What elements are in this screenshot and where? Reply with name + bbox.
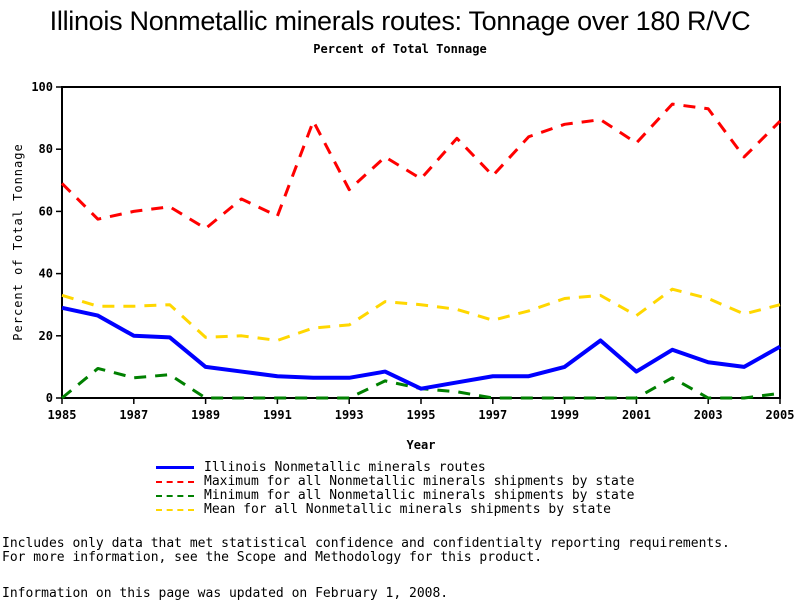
x-tick-label: 1985	[48, 408, 77, 422]
x-tick-label: 1997	[478, 408, 507, 422]
y-tick-label: 0	[46, 391, 53, 405]
series-line-2	[62, 368, 780, 398]
legend-swatch	[156, 509, 194, 511]
y-tick-label: 20	[39, 329, 53, 343]
legend-swatch	[156, 481, 194, 483]
footnote-methodology: For more information, see the Scope and …	[2, 550, 542, 565]
series-line-3	[62, 289, 780, 340]
x-axis-label: Year	[407, 438, 436, 452]
legend-swatch	[156, 466, 194, 469]
legend-item-minimum: Minimum for all Nonmetallic minerals shi…	[156, 489, 634, 503]
series-line-1	[62, 104, 780, 228]
footnote-confidence: Includes only data that met statistical …	[2, 536, 730, 551]
x-tick-label: 2005	[766, 408, 795, 422]
legend-label: Mean for all Nonmetallic minerals shipme…	[204, 502, 611, 517]
y-tick-label: 80	[39, 142, 53, 156]
x-tick-label: 1995	[407, 408, 436, 422]
x-tick-label: 1993	[335, 408, 364, 422]
legend-item-routes: Illinois Nonmetallic minerals routes	[156, 461, 486, 475]
x-tick-label: 1991	[263, 408, 292, 422]
x-tick-label: 2001	[622, 408, 651, 422]
footnote-updated: Information on this page was updated on …	[2, 586, 448, 601]
legend-label: Maximum for all Nonmetallic minerals shi…	[204, 474, 634, 489]
y-tick-label: 40	[39, 267, 53, 281]
y-tick-label: 100	[31, 80, 53, 94]
x-tick-label: 1999	[550, 408, 579, 422]
legend-label: Minimum for all Nonmetallic minerals shi…	[204, 488, 634, 503]
x-tick-label: 1989	[191, 408, 220, 422]
x-tick-label: 1987	[119, 408, 148, 422]
legend-item-maximum: Maximum for all Nonmetallic minerals shi…	[156, 475, 634, 489]
chart-area: 1985 1987 1989 1991 1993 1995 1997 1999 2001 2003…	[0, 0, 800, 460]
legend-item-mean: Mean for all Nonmetallic minerals shipme…	[156, 503, 611, 517]
y-axis-label: Percent of Total Tonnage	[11, 143, 25, 340]
y-tick-label: 60	[39, 204, 53, 218]
x-tick-label: 2003	[694, 408, 723, 422]
legend-swatch	[156, 495, 194, 497]
legend-label: Illinois Nonmetallic minerals routes	[204, 460, 486, 475]
